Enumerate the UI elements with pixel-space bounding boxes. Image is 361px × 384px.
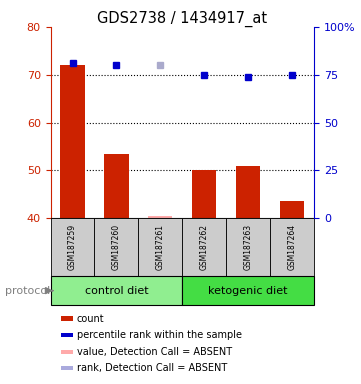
Bar xyxy=(51,276,182,305)
Text: protocol: protocol xyxy=(5,286,51,296)
Bar xyxy=(51,218,95,276)
Bar xyxy=(192,170,216,218)
Bar xyxy=(61,333,73,337)
Bar xyxy=(280,202,304,218)
Bar xyxy=(138,218,182,276)
Text: control diet: control diet xyxy=(84,286,148,296)
Bar xyxy=(182,218,226,276)
Text: GSM187261: GSM187261 xyxy=(156,224,165,270)
Bar xyxy=(61,349,73,354)
Text: GSM187264: GSM187264 xyxy=(288,224,297,270)
Bar xyxy=(104,154,129,218)
Bar xyxy=(60,65,84,218)
Text: count: count xyxy=(77,313,104,324)
Title: GDS2738 / 1434917_at: GDS2738 / 1434917_at xyxy=(97,11,268,27)
Text: GSM187263: GSM187263 xyxy=(244,224,253,270)
Bar xyxy=(226,218,270,276)
Bar xyxy=(61,366,73,370)
Bar xyxy=(182,276,314,305)
Text: GSM187259: GSM187259 xyxy=(68,224,77,270)
Bar xyxy=(95,218,138,276)
Text: GSM187260: GSM187260 xyxy=(112,224,121,270)
Text: percentile rank within the sample: percentile rank within the sample xyxy=(77,330,242,340)
Text: ketogenic diet: ketogenic diet xyxy=(208,286,288,296)
Bar xyxy=(236,166,260,218)
Bar xyxy=(148,216,173,218)
Bar xyxy=(270,218,314,276)
Text: GSM187262: GSM187262 xyxy=(200,224,209,270)
Bar xyxy=(61,316,73,321)
Text: value, Detection Call = ABSENT: value, Detection Call = ABSENT xyxy=(77,347,232,357)
Text: rank, Detection Call = ABSENT: rank, Detection Call = ABSENT xyxy=(77,363,227,373)
